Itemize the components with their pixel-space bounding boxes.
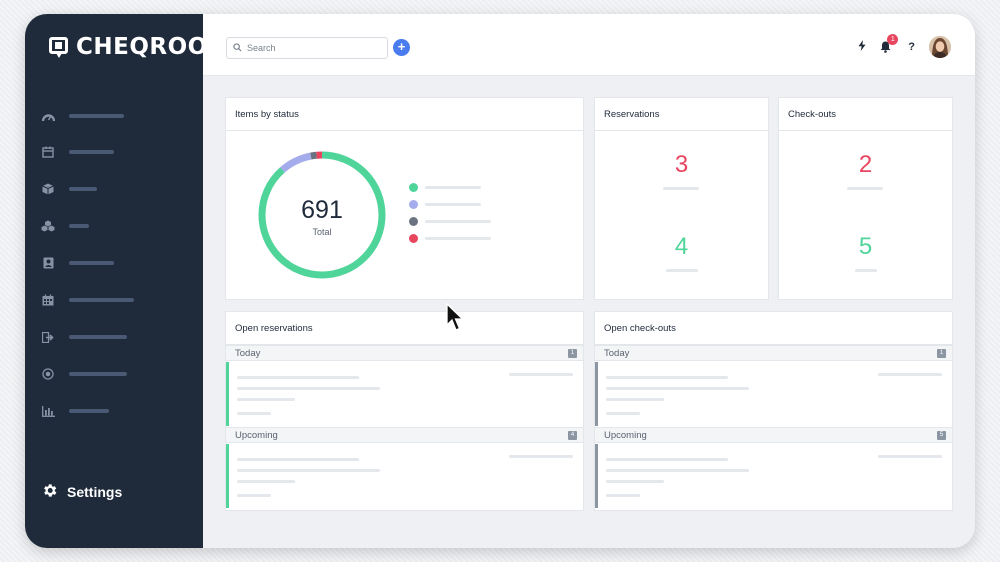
sidebar: CHEQROOM [25,14,231,548]
checkout-icon [41,330,55,344]
sidebar-item-items[interactable] [41,181,97,197]
section-count: 1 [937,349,946,358]
section-upcoming: Upcoming 4 [226,427,583,443]
legend-item-overdue[interactable] [409,234,491,243]
notifications-button[interactable]: 1 [880,34,899,54]
calendar-icon [41,145,55,159]
contacts-icon [41,256,55,270]
app-window: CHEQROOM [25,14,975,548]
sidebar-item-calendar[interactable] [41,144,114,160]
gear-icon [41,482,58,502]
reports-icon [41,404,55,418]
status-donut-chart [258,151,386,279]
donut-center: 691 Total [252,196,392,237]
section-label: Today [235,347,261,359]
settings-label: Settings [67,484,123,500]
section-today: Today 1 [226,345,583,361]
section-upcoming: Upcoming 5 [595,427,952,443]
reservations-upcoming-count[interactable]: 4 [674,233,689,260]
topbar: + 1 ? [203,14,975,76]
items-by-status-card: Items by status 691 Total [225,97,584,300]
list-item[interactable] [595,362,952,426]
reservations-overdue-count[interactable]: 3 [674,151,689,178]
avatar[interactable] [929,36,951,58]
section-count: 5 [937,431,946,440]
sidebar-item-reservations[interactable] [41,292,134,308]
legend-item-checked-out[interactable] [409,217,491,226]
sidebar-item-dashboard[interactable] [41,108,124,124]
search-box[interactable] [226,37,388,59]
card-title: Open reservations [226,312,583,345]
help-button[interactable]: ? [908,41,915,53]
sidebar-item-contacts[interactable] [41,255,114,271]
box-icon [41,182,55,196]
target-icon [41,367,55,381]
card-title: Reservations [595,98,768,131]
dashboard-icon [41,109,55,123]
section-label: Upcoming [604,429,647,441]
topbar-actions: 1 ? [858,34,951,58]
legend-dot [409,200,418,209]
legend-dot [409,217,418,226]
add-button[interactable]: + [393,39,410,56]
sidebar-item-kits[interactable] [41,218,89,234]
section-count: 4 [568,431,577,440]
section-count: 1 [568,349,577,358]
search-input[interactable] [247,43,377,53]
checkouts-overdue-count[interactable]: 2 [858,151,873,178]
legend-item-reserved[interactable] [409,200,481,209]
sidebar-item-target[interactable] [41,366,127,382]
reservations-card[interactable]: Reservations 3 4 [594,97,769,300]
section-today: Today 1 [595,345,952,361]
card-title: Items by status [226,98,583,131]
section-label: Upcoming [235,429,278,441]
checkouts-active-count[interactable]: 5 [858,233,873,260]
bolt-icon[interactable] [858,38,866,56]
notification-badge: 1 [887,34,899,45]
sidebar-item-reports[interactable] [41,403,109,419]
search-icon [233,39,242,57]
legend-item-available[interactable] [409,183,481,192]
section-label: Today [604,347,630,359]
card-title: Check-outs [779,98,952,131]
total-value: 691 [301,196,343,224]
card-title: Open check-outs [595,312,952,345]
sidebar-item-settings[interactable]: Settings [41,482,122,502]
total-label: Total [312,227,332,237]
kits-icon [41,219,55,233]
mouse-cursor-icon [446,302,466,338]
open-reservations-card: Open reservations Today 1 Upcoming 4 [225,311,584,511]
open-checkouts-card: Open check-outs Today 1 Upcoming 5 [594,311,953,511]
reservations-icon [41,293,55,307]
checkouts-card[interactable]: Check-outs 2 5 [778,97,953,300]
list-item[interactable] [226,444,583,508]
list-item[interactable] [595,444,952,508]
logo-icon [49,36,68,58]
donut-slice-overdue[interactable] [258,151,386,279]
legend-dot [409,234,418,243]
list-item[interactable] [226,362,583,426]
sidebar-item-checkouts[interactable] [41,329,127,345]
legend-dot [409,183,418,192]
